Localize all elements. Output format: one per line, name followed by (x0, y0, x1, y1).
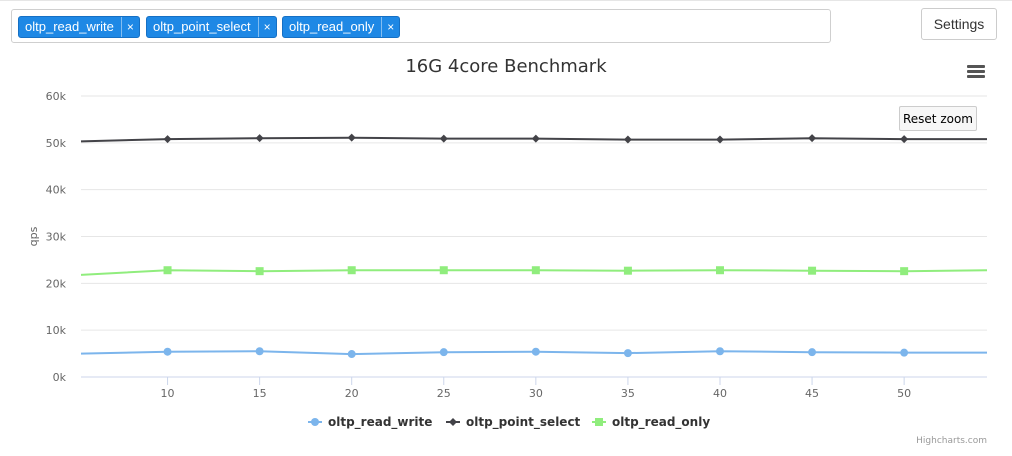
tag-label: oltp_read_only (289, 19, 375, 34)
data-point (347, 133, 356, 142)
legend-marker (595, 418, 603, 426)
tag-label: oltp_read_write (25, 19, 114, 34)
data-point (715, 266, 724, 275)
data-point (255, 347, 264, 356)
x-tick-label: 10 (161, 387, 175, 400)
data-point (255, 267, 264, 276)
data-point (439, 134, 448, 143)
data-point (715, 347, 724, 356)
data-point (623, 266, 632, 275)
data-point (531, 347, 540, 356)
data-point (255, 134, 264, 143)
data-point (808, 266, 817, 275)
data-point (347, 266, 356, 275)
highcharts-credits-link[interactable]: Highcharts.com (916, 436, 987, 446)
remove-tag-icon[interactable]: × (120, 17, 139, 37)
tag-oltp-read-write: oltp_read_write × (18, 16, 140, 38)
data-point (623, 135, 632, 144)
x-tick-label: 20 (345, 387, 359, 400)
data-point (808, 348, 817, 357)
reset-zoom-button[interactable]: Reset zoom (899, 106, 977, 131)
data-point (347, 350, 356, 359)
data-point (163, 266, 172, 275)
tag-oltp-point-select: oltp_point_select × (146, 16, 277, 38)
legend-item-label[interactable]: oltp_point_select (466, 415, 581, 430)
data-point (808, 134, 817, 143)
y-tick-label: 40k (46, 184, 67, 197)
data-point (900, 348, 909, 357)
x-tick-label: 25 (437, 387, 451, 400)
y-tick-label: 0k (53, 371, 67, 384)
x-tick-label: 35 (621, 387, 635, 400)
tag-label: oltp_point_select (153, 19, 251, 34)
y-tick-label: 50k (46, 137, 67, 150)
data-point (900, 267, 909, 276)
x-tick-label: 40 (713, 387, 727, 400)
y-tick-label: 60k (46, 90, 67, 103)
y-tick-label: 10k (46, 324, 67, 337)
legend-marker (311, 418, 319, 426)
x-tick-label: 50 (897, 387, 911, 400)
data-point (531, 134, 540, 143)
hamburger-menu-icon[interactable] (967, 65, 985, 79)
chart-title: 16G 4core Benchmark (405, 56, 607, 77)
legend-marker (449, 418, 457, 426)
x-tick-label: 30 (529, 387, 543, 400)
tag-oltp-read-only: oltp_read_only × (282, 16, 401, 38)
data-point (163, 135, 172, 144)
remove-tag-icon[interactable]: × (257, 17, 276, 37)
data-point (163, 347, 172, 356)
y-tick-label: 20k (46, 277, 67, 290)
data-point (531, 266, 540, 275)
settings-button[interactable]: Settings (921, 8, 997, 40)
legend-item-label[interactable]: oltp_read_only (612, 415, 710, 430)
x-tick-label: 45 (805, 387, 819, 400)
y-axis-title: qps (27, 226, 40, 246)
data-point (715, 135, 724, 144)
series-tag-input[interactable]: oltp_read_write × oltp_point_select × ol… (11, 9, 831, 43)
top-divider (0, 0, 1012, 1)
remove-tag-icon[interactable]: × (381, 17, 399, 37)
data-point (439, 266, 448, 275)
legend-item-label[interactable]: oltp_read_write (328, 415, 432, 430)
data-point (900, 135, 909, 144)
data-point (623, 349, 632, 358)
x-tick-label: 15 (253, 387, 267, 400)
y-tick-label: 30k (46, 231, 67, 244)
data-point (439, 348, 448, 357)
